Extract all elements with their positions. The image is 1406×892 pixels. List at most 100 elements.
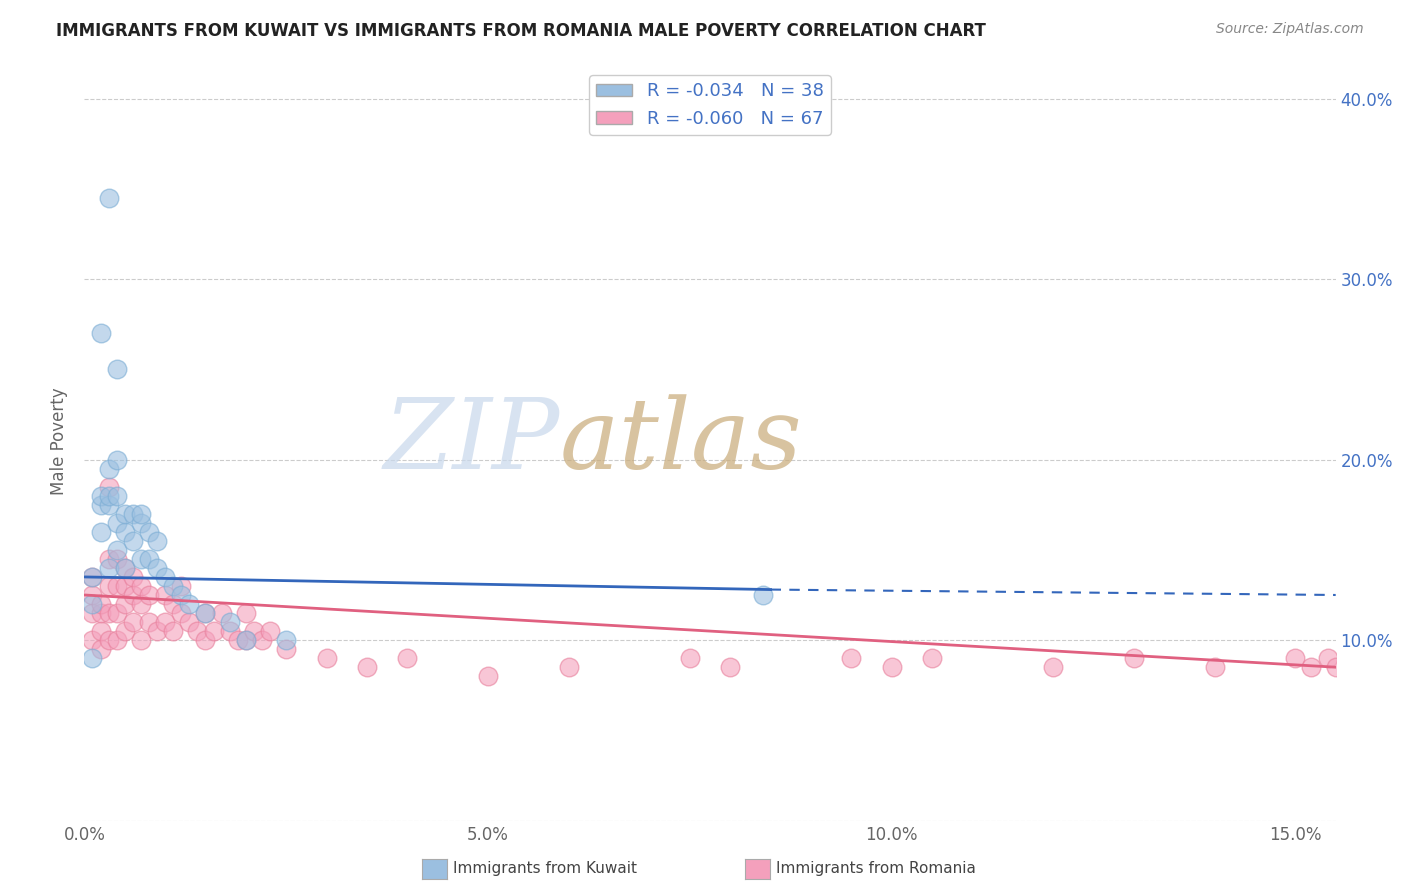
Point: [1204, 660, 1226, 674]
Point: [82, 570, 104, 584]
Point: [97, 461, 120, 475]
Text: IMMIGRANTS FROM KUWAIT VS IMMIGRANTS FROM ROMANIA MALE POVERTY CORRELATION CHART: IMMIGRANTS FROM KUWAIT VS IMMIGRANTS FRO…: [56, 22, 986, 40]
Point: [679, 651, 702, 665]
Point: [1324, 660, 1347, 674]
Point: [235, 633, 257, 648]
Point: [114, 561, 136, 575]
Point: [146, 533, 169, 548]
Point: [276, 633, 298, 648]
Point: [162, 624, 184, 639]
Point: [129, 552, 152, 566]
Point: [356, 660, 378, 674]
Point: [211, 606, 233, 620]
Point: [89, 489, 111, 503]
Point: [1316, 651, 1339, 665]
Point: [194, 633, 217, 648]
Point: [89, 642, 111, 657]
Point: [315, 651, 337, 665]
Point: [1122, 651, 1144, 665]
Point: [1042, 660, 1064, 674]
Point: [179, 615, 201, 629]
Point: [202, 624, 225, 639]
Point: [121, 615, 143, 629]
Point: [129, 507, 152, 521]
Point: [114, 597, 136, 611]
Point: [129, 597, 152, 611]
Point: [162, 579, 184, 593]
Point: [114, 579, 136, 593]
Point: [194, 606, 217, 620]
Point: [170, 588, 193, 602]
Text: atlas: atlas: [560, 394, 803, 489]
Point: [1284, 651, 1306, 665]
Point: [138, 615, 160, 629]
Point: [105, 552, 128, 566]
Point: [259, 624, 281, 639]
Point: [89, 597, 111, 611]
Point: [121, 507, 143, 521]
Point: [105, 633, 128, 648]
Point: [114, 524, 136, 539]
Point: [121, 570, 143, 584]
Point: [138, 588, 160, 602]
Point: [138, 524, 160, 539]
Point: [82, 633, 104, 648]
Point: [89, 524, 111, 539]
Point: [114, 507, 136, 521]
Point: [105, 516, 128, 530]
Point: [226, 633, 249, 648]
Point: [153, 615, 176, 629]
Point: [89, 498, 111, 512]
Text: Source: ZipAtlas.com: Source: ZipAtlas.com: [1216, 22, 1364, 37]
Point: [138, 552, 160, 566]
Point: [97, 579, 120, 593]
Point: [880, 660, 903, 674]
Point: [250, 633, 273, 648]
Text: Immigrants from Romania: Immigrants from Romania: [776, 862, 976, 876]
Point: [129, 633, 152, 648]
Point: [121, 588, 143, 602]
Point: [82, 570, 104, 584]
Point: [235, 633, 257, 648]
Point: [146, 624, 169, 639]
Point: [121, 533, 143, 548]
Point: [105, 606, 128, 620]
Text: ZIP: ZIP: [384, 394, 560, 489]
Point: [276, 642, 298, 657]
Point: [82, 651, 104, 665]
Point: [89, 624, 111, 639]
Point: [89, 606, 111, 620]
Point: [146, 561, 169, 575]
Point: [82, 606, 104, 620]
Point: [97, 489, 120, 503]
Point: [97, 191, 120, 205]
Point: [129, 516, 152, 530]
Point: [751, 588, 773, 602]
Point: [170, 606, 193, 620]
Point: [243, 624, 266, 639]
Point: [162, 597, 184, 611]
Point: [89, 326, 111, 341]
Point: [839, 651, 862, 665]
Point: [718, 660, 741, 674]
Point: [194, 606, 217, 620]
Point: [97, 480, 120, 494]
Point: [105, 362, 128, 376]
Point: [105, 452, 128, 467]
Y-axis label: Male Poverty: Male Poverty: [51, 388, 69, 495]
Point: [235, 606, 257, 620]
Point: [218, 615, 240, 629]
Point: [186, 624, 208, 639]
Point: [82, 588, 104, 602]
Point: [97, 552, 120, 566]
Point: [153, 588, 176, 602]
Point: [105, 489, 128, 503]
Point: [97, 498, 120, 512]
Point: [477, 669, 499, 683]
Point: [129, 579, 152, 593]
Point: [921, 651, 943, 665]
Point: [97, 633, 120, 648]
Point: [558, 660, 581, 674]
Point: [218, 624, 240, 639]
Point: [105, 542, 128, 557]
